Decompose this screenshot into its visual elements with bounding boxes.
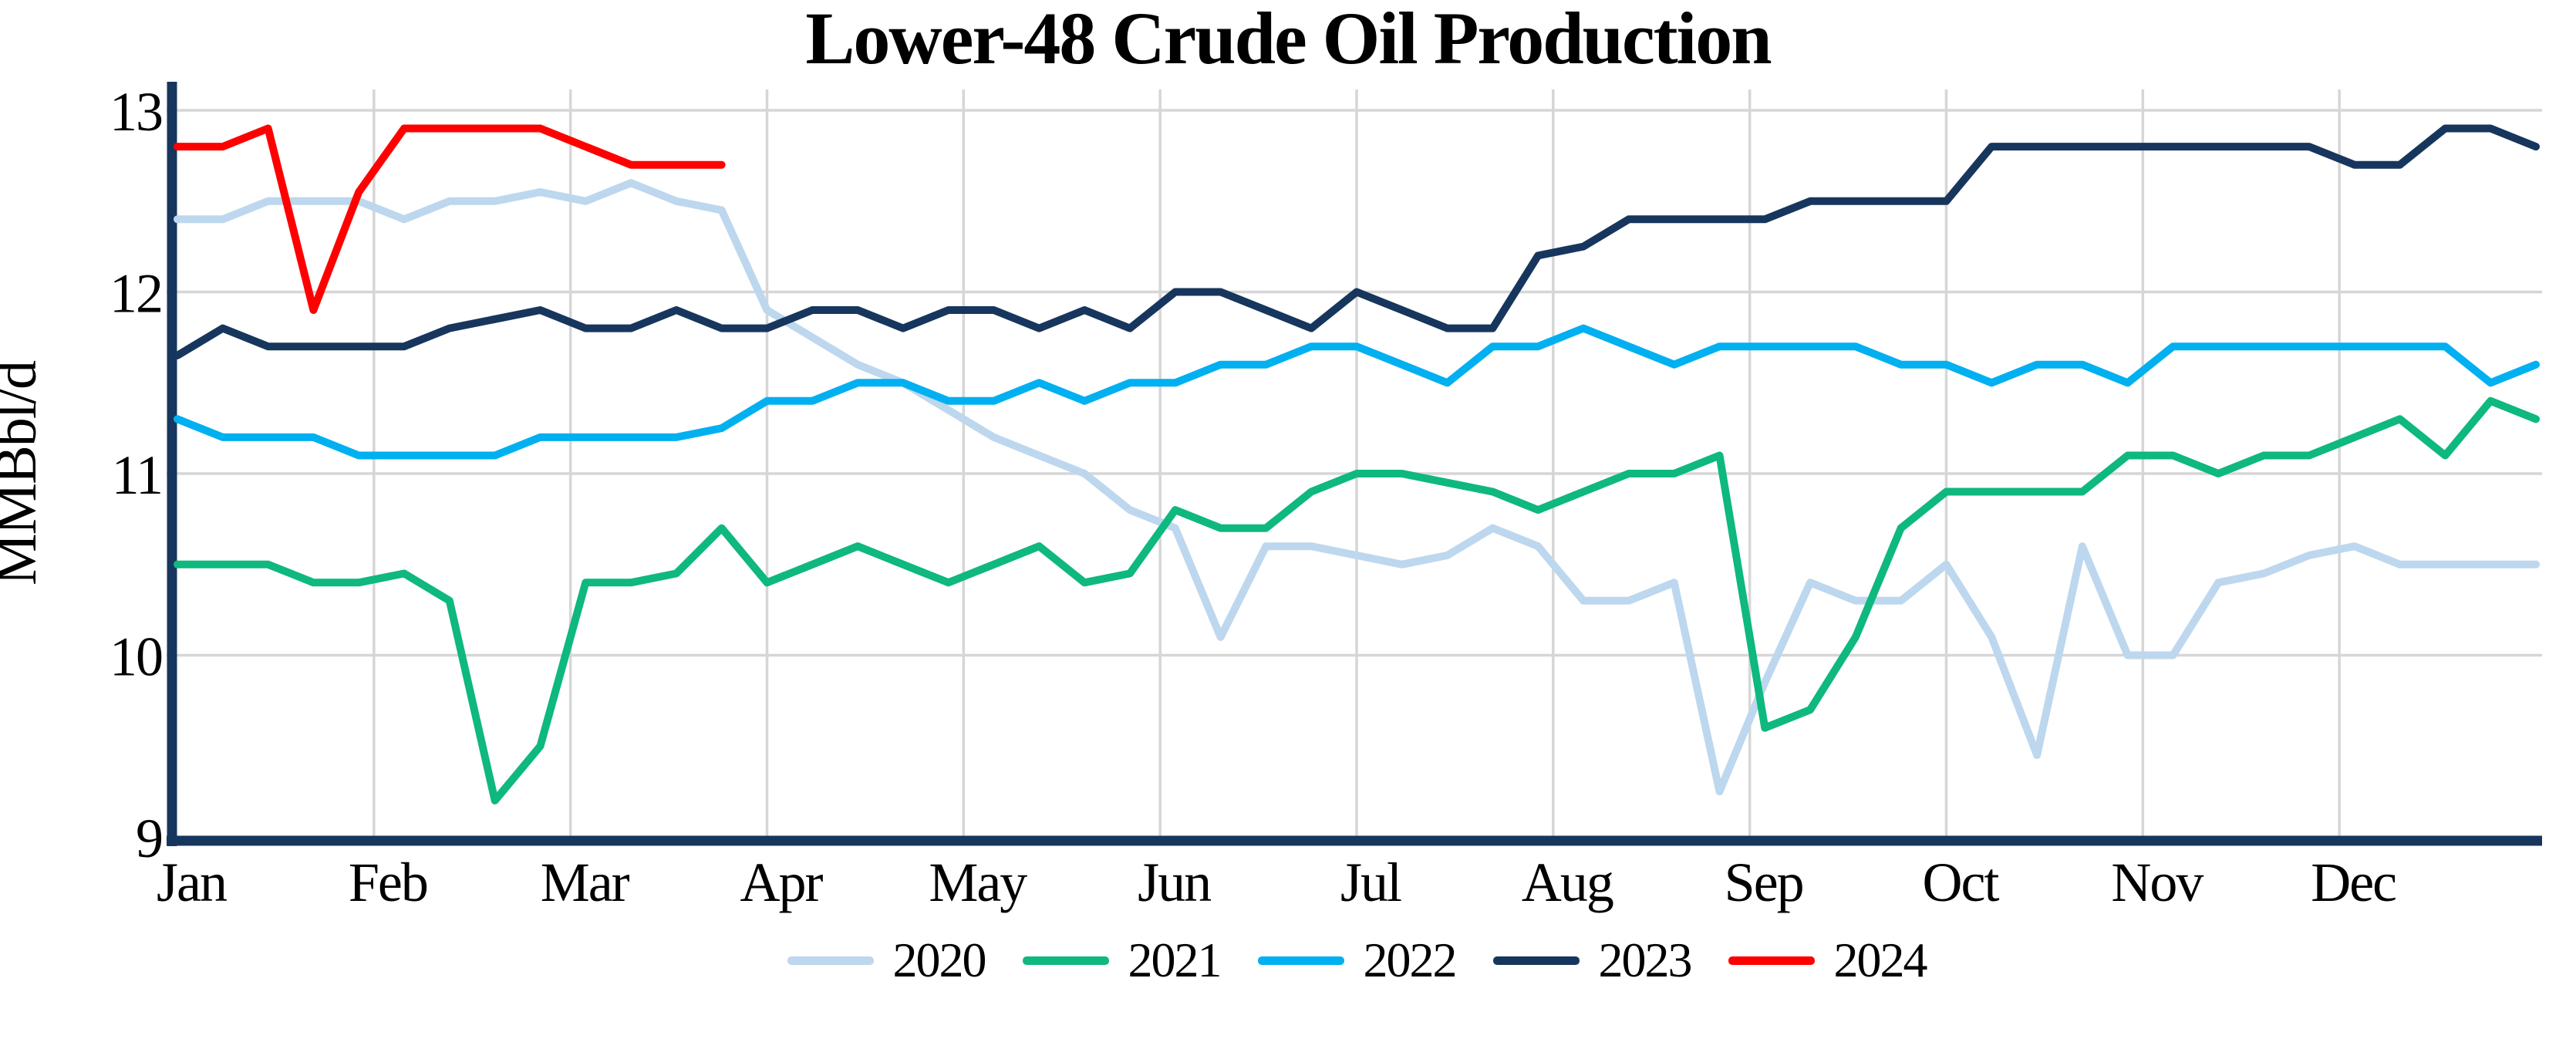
legend-swatch-2020 [787, 956, 874, 965]
series-line-2022 [174, 324, 2540, 460]
chart-legend: 2020 2021 2022 2023 2024 [177, 935, 2536, 986]
x-month-label-Apr: Apr [740, 852, 824, 913]
legend-swatch-2021 [1022, 956, 1109, 965]
legend-label-2022: 2022 [1363, 933, 1458, 987]
series-line-2021 [174, 396, 2540, 804]
y-tick-label-10: 10 [110, 626, 162, 688]
x-month-label-Sep: Sep [1725, 852, 1803, 913]
legend-swatch-2023 [1492, 956, 1580, 965]
x-month-label-Nov: Nov [2111, 852, 2203, 913]
x-month-label-Aug: Aug [1522, 852, 1613, 913]
y-tick-label-12: 12 [110, 263, 162, 325]
legend-item-2022: 2022 [1257, 933, 1458, 987]
series-line-2023 [174, 124, 2540, 359]
x-month-label-Mar: Mar [541, 852, 630, 913]
legend-label-2023: 2023 [1598, 933, 1693, 987]
x-month-label-Dec: Dec [2311, 852, 2396, 913]
y-tick-label-9: 9 [136, 808, 162, 869]
legend-label-2020: 2020 [892, 933, 987, 987]
chart-title: Lower-48 Crude Oil Production [805, 0, 1772, 79]
legend-label-2024: 2024 [1833, 933, 1928, 987]
x-month-label-Oct: Oct [1923, 852, 2000, 913]
y-axis-title: MMBbl/d [0, 360, 49, 585]
legend-swatch-2022 [1257, 956, 1344, 965]
x-month-label-Feb: Feb [349, 852, 427, 913]
legend-label-2021: 2021 [1128, 933, 1222, 987]
legend-item-2020: 2020 [787, 933, 987, 987]
x-month-label-May: May [929, 852, 1027, 913]
x-month-label-Jul: Jul [1340, 852, 1401, 913]
legend-item-2024: 2024 [1728, 933, 1928, 987]
legend-swatch-2024 [1728, 956, 1815, 965]
x-month-label-Jun: Jun [1138, 852, 1211, 913]
x-month-label-Jan: Jan [157, 852, 227, 913]
legend-item-2021: 2021 [1022, 933, 1222, 987]
y-tick-label-13: 13 [110, 81, 162, 143]
series-line-2020 [174, 179, 2540, 796]
legend-item-2023: 2023 [1492, 933, 1693, 987]
y-tick-label-11: 11 [112, 444, 162, 506]
series-line-2024 [174, 124, 726, 314]
